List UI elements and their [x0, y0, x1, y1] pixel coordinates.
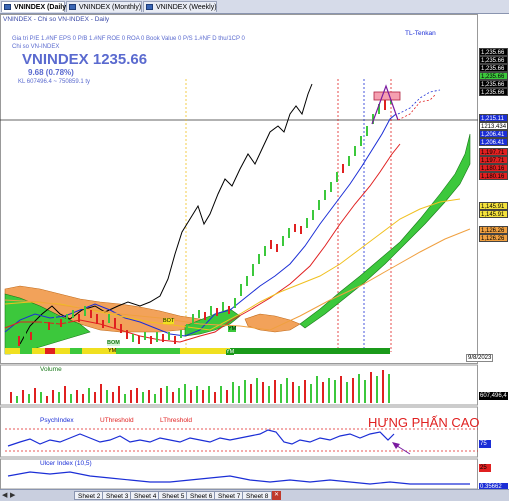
- psy-pane-border: [0, 406, 478, 458]
- price-axis-label: 1,235.66: [479, 80, 508, 88]
- forecast-blue: [397, 89, 441, 115]
- ulcer-pane-border: [0, 458, 478, 489]
- psy-value-bot: 25: [479, 464, 491, 472]
- price-axis-label: 1,126.26: [479, 226, 508, 234]
- u-threshold-label: UThreshold: [100, 417, 134, 424]
- price-axis-label: 1,180.16: [479, 164, 508, 172]
- psych-label: PsychIndex: [40, 417, 74, 424]
- metrics-line: Gia tri P/E 1.#NF EPS 0 P/B 1.#NF ROE 0 …: [12, 36, 245, 42]
- price-axis-label: 1213.434: [479, 122, 508, 130]
- sheet-tab-4[interactable]: Sheet 4: [130, 491, 161, 500]
- chart-title: VNINDEX - Chi so VN-INDEX - Daily: [3, 16, 110, 23]
- tenkan-label: TL-Tenkan: [405, 30, 436, 37]
- price-axis-label: 1,235.66: [479, 88, 508, 96]
- price-pane-border: [0, 14, 478, 364]
- ulcer-line: [7, 471, 470, 485]
- volume-bars: [10, 370, 390, 403]
- price-axis-label: 1,145.91: [479, 202, 508, 210]
- chikou-line: [19, 83, 313, 345]
- close-icon[interactable]: ✕: [272, 491, 281, 500]
- kumo-green-center: [184, 308, 241, 337]
- date-label: 9/8/2023: [466, 354, 494, 362]
- price-change: 9.68 (0.78%): [28, 68, 74, 77]
- symbol-price: VNINDEX 1235.66: [22, 51, 148, 68]
- tab-vnindex-daily[interactable]: VNINDEX (Daily): [1, 1, 69, 12]
- price-axis: 1,235.66 1,235.66 1,235.66 1,235.66 1,235.66…: [478, 14, 509, 364]
- tab-vnindex-weekly[interactable]: VNINDEX (Weekly): [143, 1, 217, 12]
- psych-arrow-head: [392, 442, 400, 449]
- annotation-text: HƯNG PHẤN CAO: [368, 415, 480, 430]
- volume-value: 607,496,4: [479, 392, 508, 400]
- sheet-tab-8[interactable]: Sheet 8: [242, 491, 273, 500]
- company-name: Chi so VN-INDEX: [12, 44, 60, 50]
- span-yellow-line: [4, 198, 461, 331]
- psych-line: [7, 429, 395, 447]
- signal-bar-yellow-2: [180, 348, 230, 354]
- price-axis-label: 1,235.66: [479, 48, 508, 56]
- marker-bom: BOM: [107, 340, 120, 346]
- sheet-tab-3[interactable]: Sheet 3: [102, 491, 133, 500]
- l-threshold-label: LThreshold: [160, 417, 193, 424]
- chart-area[interactable]: VNINDEX - Chi so VN-INDEX - Daily Gia tr…: [0, 14, 509, 500]
- price-axis-label: 1,235.66: [479, 64, 508, 72]
- ulcer-label: Ulcer Index (10,5): [40, 460, 92, 467]
- sheet-tab-5[interactable]: Sheet 5: [158, 491, 189, 500]
- marker-bot: BOT: [163, 318, 175, 324]
- sheet-tab-6[interactable]: Sheet 6: [186, 491, 217, 500]
- price-axis-label: 1,206.41: [479, 130, 508, 138]
- price-axis-label: 1,215.11: [479, 114, 508, 122]
- span-orange-line: [4, 228, 471, 331]
- peak-box: [373, 91, 401, 101]
- chart-icon: [146, 4, 153, 10]
- volume-pane-border: [0, 364, 478, 406]
- psy-value-top: 75: [479, 440, 491, 448]
- price-axis-label: 1,206.41: [479, 138, 508, 146]
- price-axis-label: 1,235.66: [479, 72, 508, 80]
- scroll-right-icon[interactable]: ▶: [10, 492, 16, 499]
- sheet-bar: ◀ ▶ Sheet 2 Sheet 3 Sheet 4 Sheet 5 Shee…: [0, 489, 509, 501]
- tenkan-line: [4, 113, 397, 337]
- price-axis-label: 1,180.16: [479, 172, 508, 180]
- tab-label: VNINDEX (Daily): [14, 4, 69, 11]
- candlesticks: [18, 94, 392, 346]
- ulcer-value: 0.35662: [479, 483, 508, 491]
- signal-bar-green-1: [110, 348, 140, 354]
- price-axis-label: 1,197.71: [479, 156, 508, 164]
- tab-bar: VNINDEX (Daily) VNINDEX (Monthly) VNINDE…: [0, 0, 509, 14]
- sheet-tab-2[interactable]: Sheet 2: [74, 491, 105, 500]
- volume-label: Volume: [40, 366, 62, 373]
- tab-label: VNINDEX (Weekly): [156, 4, 217, 11]
- marker-ym-3: YM: [226, 349, 235, 355]
- signal-bar-yellow-1: [5, 348, 110, 354]
- price-axis-label: 1,126.26: [479, 234, 508, 242]
- price-axis-label: 1,197.71: [479, 148, 508, 156]
- marker-ym-2: YM: [228, 326, 237, 332]
- chart-svg: [0, 14, 478, 489]
- chart-icon: [4, 4, 11, 10]
- tab-label: VNINDEX (Monthly): [79, 4, 142, 11]
- price-axis-label: 1,145.91: [479, 210, 508, 218]
- chart-icon: [69, 4, 76, 10]
- scroll-left-icon[interactable]: ◀: [2, 492, 8, 499]
- sheet-tab-7[interactable]: Sheet 7: [214, 491, 245, 500]
- peak-triangle: [371, 84, 399, 125]
- volume-kl: KL 607496.4 ~ 750859.1 ty: [18, 79, 91, 85]
- signal-bar-green-2: [230, 348, 390, 354]
- kijun-line: [4, 143, 401, 343]
- forecast-red: [397, 93, 437, 121]
- price-axis-label: 1,235.66: [479, 56, 508, 64]
- tab-vnindex-monthly[interactable]: VNINDEX (Monthly): [66, 1, 142, 12]
- kumo-green-right: [299, 133, 471, 329]
- marker-ym-1: YM: [108, 348, 117, 354]
